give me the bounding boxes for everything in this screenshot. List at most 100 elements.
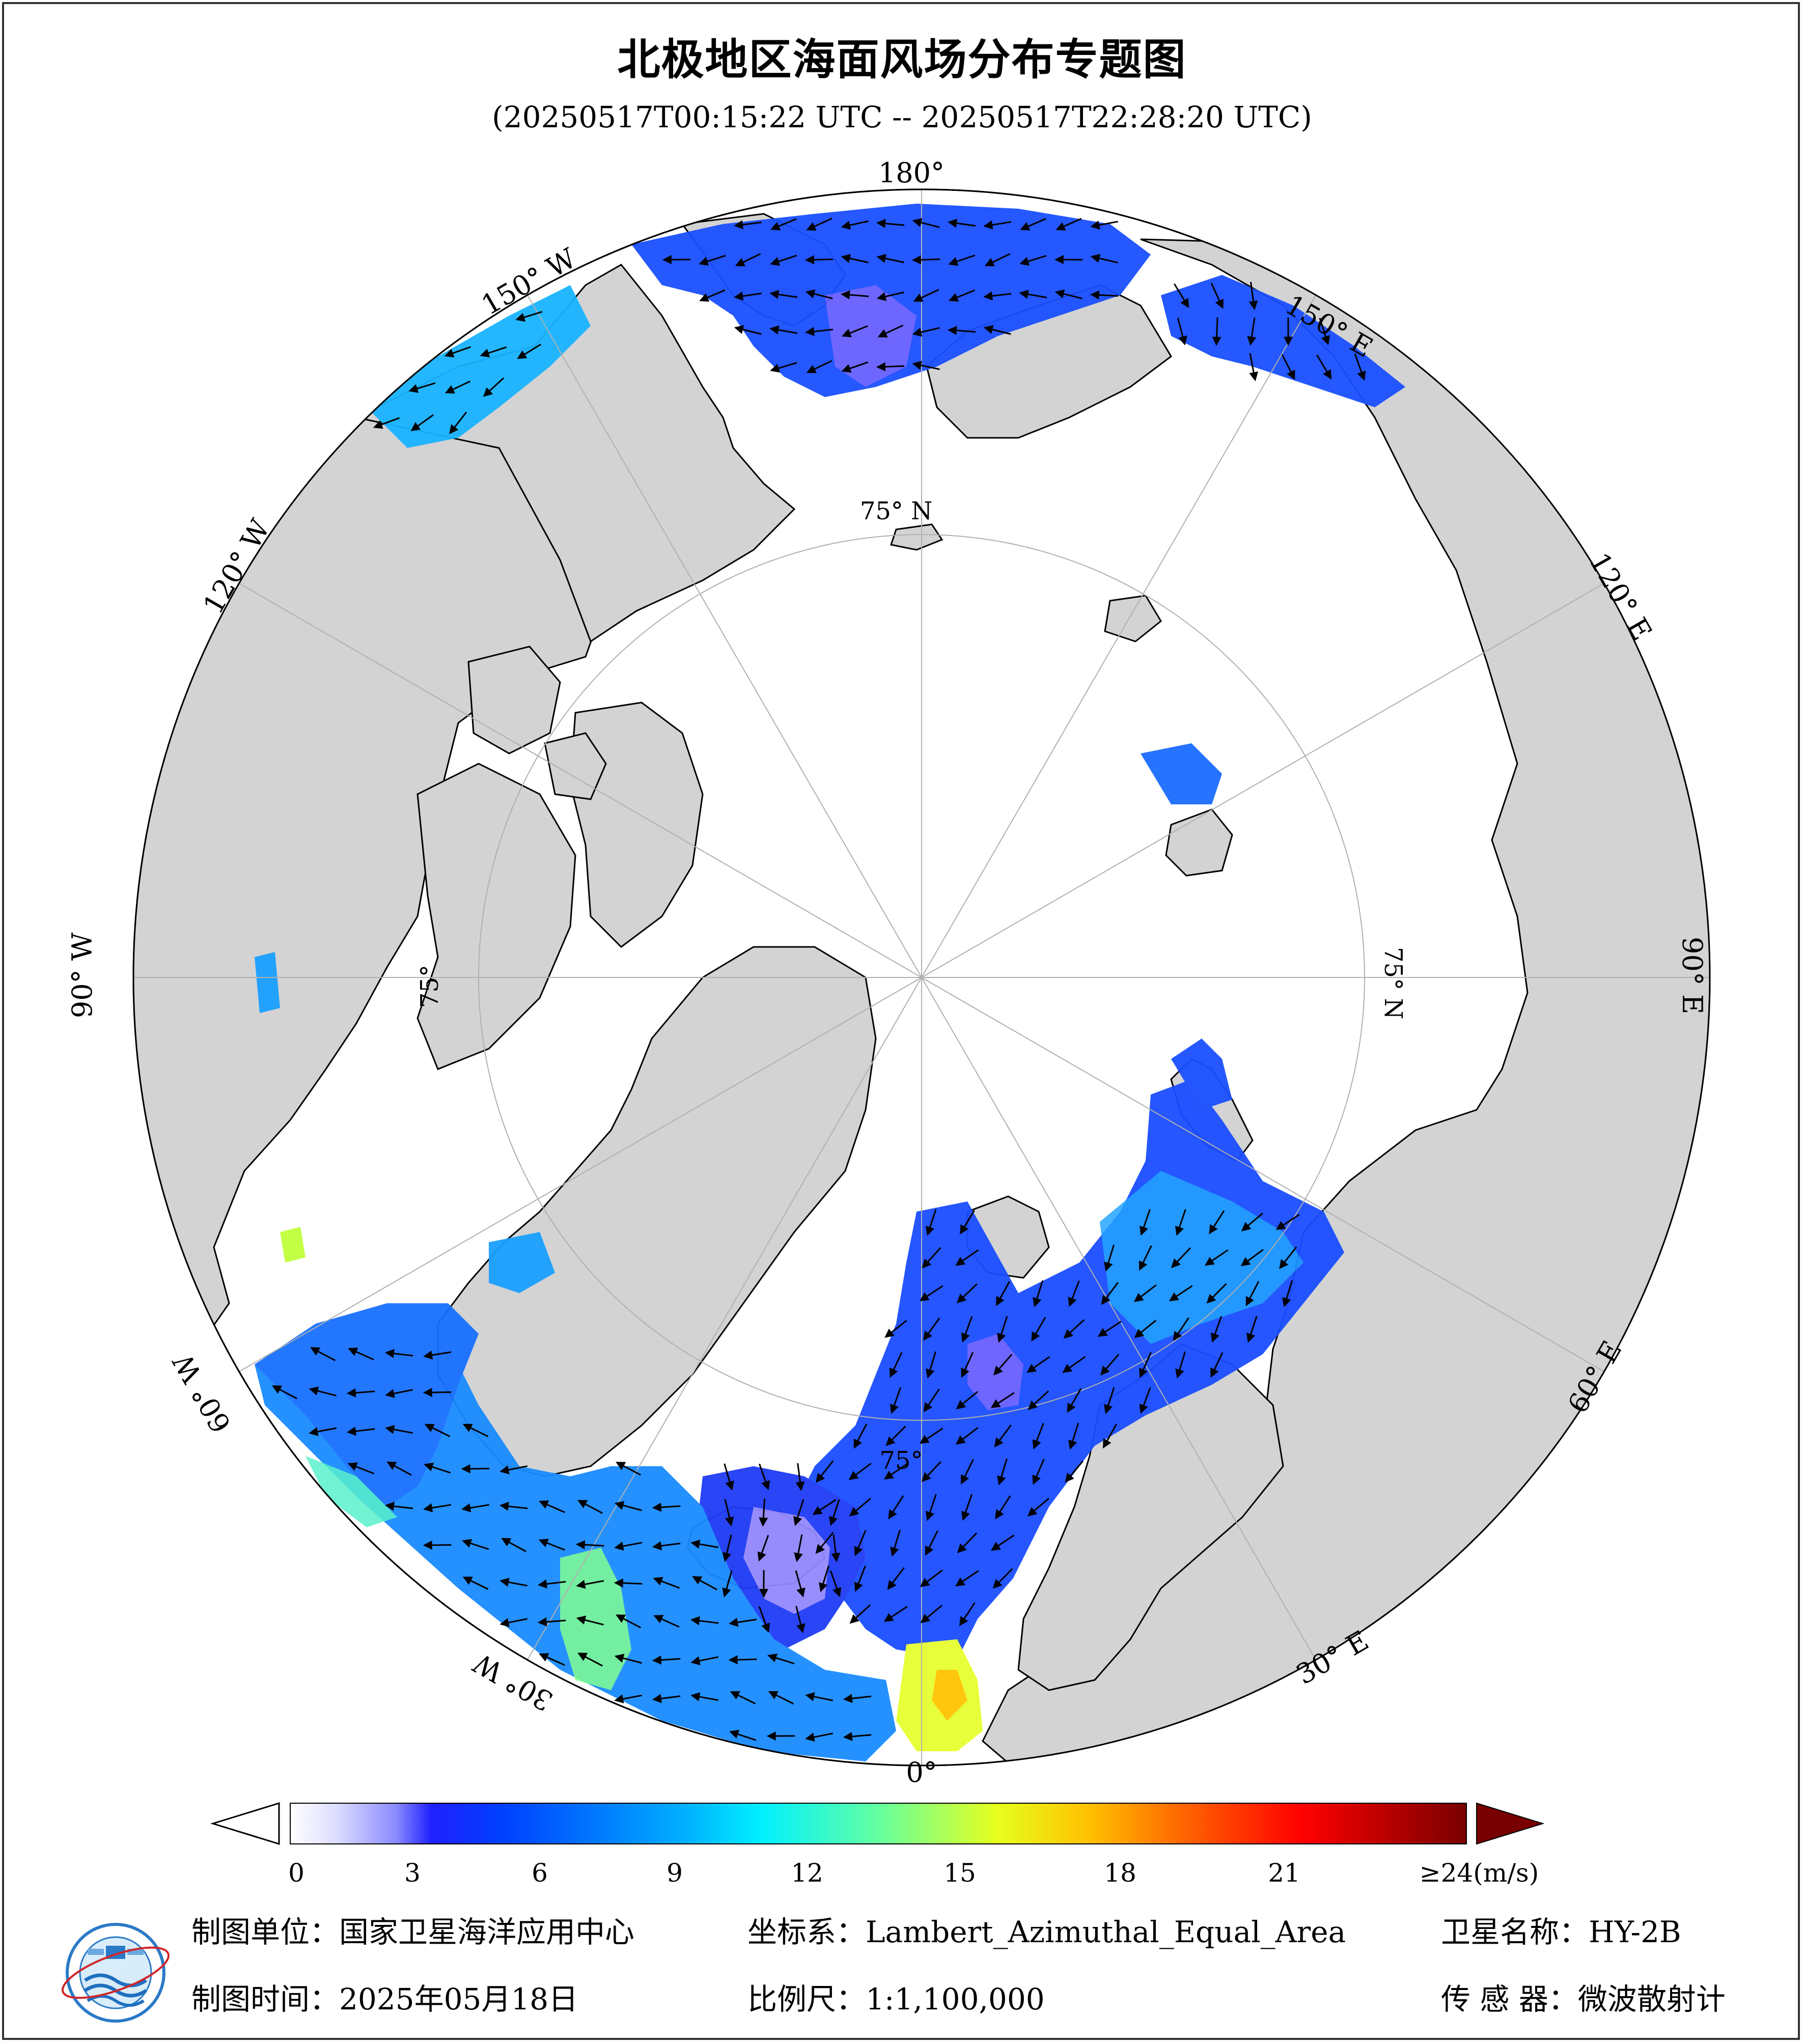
lon-label-60w: 60° W [166, 1348, 237, 1438]
wind-arrow-chukchi [1090, 290, 1119, 300]
wind-arrow-north-atlantic [348, 1348, 374, 1361]
wind-arrow-north-atlantic [653, 1615, 680, 1628]
wind-arrow-barents-norwegian [1101, 1282, 1119, 1305]
wind-arrow-north-atlantic [499, 1465, 528, 1475]
wind-area-greenland-east-spot [489, 1232, 555, 1293]
wind-arrow-barents-norwegian [854, 1530, 867, 1556]
wind-arrow-barents-norwegian [884, 1320, 907, 1338]
wind-arrow-north-atlantic [462, 1423, 489, 1438]
wind-arrow-north-atlantic [346, 1388, 375, 1397]
wind-arrow-north-atlantic [537, 1617, 566, 1627]
wind-arrow-chukchi [876, 254, 904, 263]
land-alaska [354, 264, 796, 643]
wind-arrow-chukchi [983, 291, 1012, 301]
colorbar-over-arrow [1476, 1802, 1545, 1845]
wind-arrow-bering-west [449, 411, 467, 434]
wind-arrow-barents-norwegian [1209, 1210, 1225, 1235]
wind-arrow-barents-norwegian [1240, 1249, 1264, 1267]
wind-arrow-chukchi [877, 324, 904, 338]
wind-arrow-barents-norwegian [1026, 1356, 1050, 1373]
footer-scale: 比例尺：1:1,100,000 [747, 1982, 1045, 2017]
wind-arrow-north-atlantic [385, 1389, 413, 1398]
wind-arrow-barents-norwegian [1173, 1317, 1189, 1341]
wind-arrow-north-atlantic [462, 1576, 489, 1590]
wind-arrow-north-atlantic [424, 1462, 451, 1474]
wind-area-north-sea-orange [932, 1670, 967, 1721]
wind-arrow-barents-norwegian [1065, 1461, 1084, 1483]
wind-arrow-barents-norwegian [1104, 1387, 1115, 1414]
wind-arrow-north-atlantic [652, 1541, 681, 1551]
wind-arrow-barents-norwegian [1139, 1209, 1151, 1236]
wind-arrow-chukchi [805, 327, 834, 337]
wind-arrow-bering-west [480, 346, 507, 358]
wind-arrow-okhotsk [1210, 283, 1224, 309]
wind-arrow-north-atlantic [499, 1578, 528, 1587]
wind-arrow-barents-norwegian [854, 1565, 866, 1592]
wind-arrow-barents-norwegian [957, 1532, 978, 1553]
lon-label-90w: 90° W [66, 932, 98, 1018]
wind-arrow-barents-norwegian [1033, 1280, 1044, 1307]
wind-arrow-chukchi [804, 255, 834, 265]
wind-arrow-chukchi [841, 325, 868, 338]
wind-arrow-north-atlantic [499, 1501, 528, 1511]
wind-arrow-barents-norwegian [816, 1460, 834, 1483]
colorbar-tick-24: ≥24(m/s) [1419, 1858, 1539, 1888]
wind-arrow-barents-norwegian [923, 1318, 940, 1341]
wind-arrow-barents-norwegian [888, 1495, 904, 1520]
wind-arrow-barents-norwegian [812, 1499, 837, 1515]
wind-arrow-iceland-south [829, 1570, 842, 1598]
wind-arrow-okhotsk [1319, 318, 1330, 346]
wind-arrow-chukchi [983, 220, 1012, 230]
wind-arrow-iceland-south [795, 1463, 805, 1491]
wind-arrow-barents-norwegian [1175, 1209, 1186, 1236]
wind-arrow-chukchi [984, 253, 1011, 266]
wind-arrow-iceland-south [794, 1534, 803, 1562]
wind-arrow-barents-norwegian [995, 1281, 1010, 1306]
polar-wind-map: 180° 150° E 120° E 90° E 60° E 30° E 0° … [66, 157, 1711, 1788]
wind-arrow-barents-norwegian [1204, 1249, 1229, 1266]
wind-arrow-chukchi [1019, 290, 1047, 299]
colorbar-under-arrow [210, 1802, 280, 1845]
wind-arrow-north-atlantic [729, 1729, 757, 1741]
wind-arrow-north-atlantic [616, 1614, 641, 1629]
wind-arrow-barents-norwegian [1171, 1247, 1191, 1268]
wind-arrow-north-atlantic [614, 1694, 643, 1703]
wind-arrow-iceland-south [759, 1463, 770, 1491]
wind-arrow-bering-west [444, 346, 471, 358]
wind-arrow-chukchi [735, 253, 761, 266]
wind-arrow-chukchi [806, 217, 832, 231]
land-new-siberian-islands [1104, 595, 1162, 642]
colorbar-tick-3: 3 [404, 1858, 421, 1888]
wind-arrow-north-atlantic [614, 1578, 643, 1588]
wind-arrow-okhotsk [1173, 283, 1189, 309]
wind-arrow-north-atlantic [577, 1500, 603, 1514]
wind-arrow-chukchi [876, 291, 904, 301]
wind-arrow-north-atlantic [576, 1580, 604, 1589]
wind-vectors [272, 217, 1366, 1742]
wind-arrow-barents-norwegian [1279, 1246, 1297, 1269]
lat-label-right: 75° N [1379, 947, 1407, 1019]
wind-arrow-barents-norwegian [1169, 1285, 1193, 1302]
footer-satellite-name: 卫星名称：HY-2B [1441, 1915, 1681, 1949]
wind-arrow-iceland-south [724, 1463, 734, 1491]
wind-arrow-barents-norwegian [1241, 1213, 1263, 1231]
wind-arrow-north-atlantic [805, 1732, 834, 1742]
land-banks-island [544, 732, 607, 800]
wind-arrow-north-atlantic [423, 1350, 452, 1360]
wind-arrow-barents-norwegian [1032, 1423, 1044, 1450]
wind-arrow-north-atlantic [690, 1692, 719, 1701]
wind-arrow-barents-norwegian [961, 1316, 973, 1343]
wind-arrow-bering-west [408, 382, 436, 393]
wind-arrow-chukchi [805, 289, 833, 299]
wind-arrow-chukchi [983, 325, 1011, 335]
wind-arrow-barents-norwegian [1175, 1351, 1186, 1379]
wind-arrow-barents-norwegian [885, 1425, 906, 1446]
wind-arrow-north-atlantic [386, 1462, 412, 1476]
wind-arrow-barents-norwegian [993, 1354, 1013, 1376]
wind-arrow-barents-norwegian [990, 1534, 1015, 1551]
wind-arrow-iceland-south [793, 1499, 804, 1526]
wind-arrow-north-atlantic [423, 1541, 452, 1550]
wind-arrow-chukchi [769, 325, 798, 334]
wind-arrow-barents-norwegian [849, 1498, 871, 1517]
wind-arrow-north-atlantic [690, 1616, 719, 1626]
